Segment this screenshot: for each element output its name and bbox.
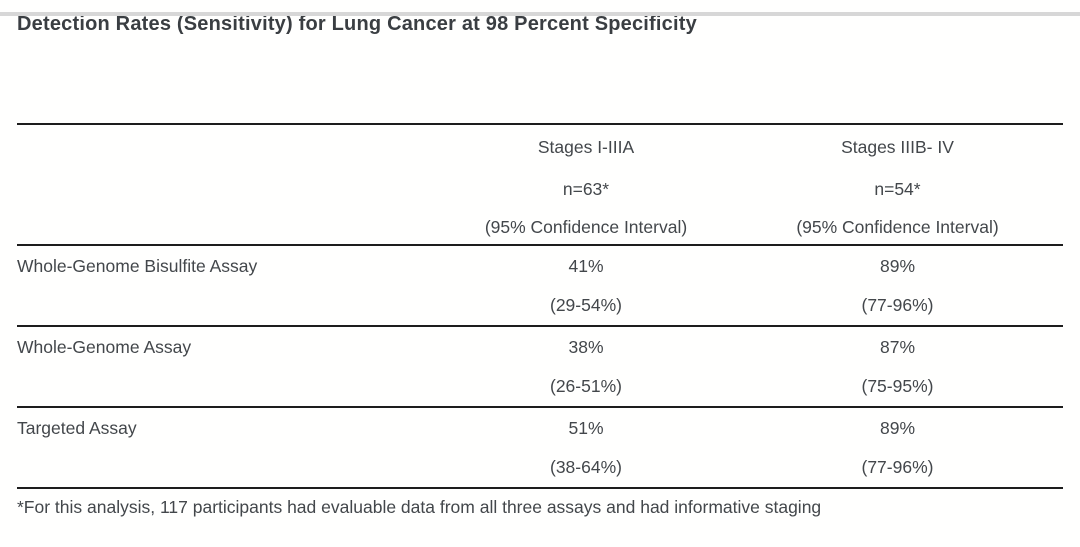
confidence-interval: (77-96%) [861, 295, 934, 315]
header-stages-IIIB-IV: Stages IIIB- IV n=54* (95% Confidence In… [732, 124, 1063, 245]
header-sample-size: n=54* [874, 179, 921, 199]
header-ci-label: (95% Confidence Interval) [484, 217, 688, 237]
sensitivity-value: 41% [568, 256, 604, 276]
assay-name: Targeted Assay [17, 418, 137, 438]
sensitivity-value: 89% [879, 418, 916, 438]
header-sample-size: n=63* [562, 179, 610, 199]
header-ci-label: (95% Confidence Interval) [796, 217, 999, 237]
confidence-interval: (75-95%) [861, 376, 934, 396]
confidence-interval: (38-64%) [550, 457, 622, 477]
header-stages-I-IIIA: Stages I-IIIA n=63* (95% Confidence Inte… [440, 124, 732, 245]
row-label-cell: Targeted Assay [17, 407, 440, 488]
page-title: Detection Rates (Sensitivity) for Lung C… [17, 13, 697, 35]
value-cell-stages-IIIB-IV: 89% (77-96%) [732, 407, 1063, 488]
value-cell-stages-IIIB-IV: 89% (77-96%) [732, 245, 1063, 326]
value-cell-stages-IIIB-IV: 87% (75-95%) [732, 326, 1063, 407]
top-edge-divider [0, 12, 1080, 16]
assay-name: Whole-Genome Bisulfite Assay [17, 256, 258, 276]
table-row-targeted: Targeted Assay 51% (38-64%) 89% (77-96%) [17, 407, 1063, 488]
sensitivity-value: 51% [568, 418, 604, 438]
value-cell-stages-I-IIIA: 38% (26-51%) [440, 326, 732, 407]
assay-name: Whole-Genome Assay [17, 337, 192, 357]
confidence-interval: (77-96%) [861, 457, 934, 477]
header-stage-label: Stages IIIB- IV [841, 137, 954, 157]
row-label-cell: Whole-Genome Assay [17, 326, 440, 407]
detection-rates-table: Stages I-IIIA n=63* (95% Confidence Inte… [17, 123, 1063, 489]
header-stage-label: Stages I-IIIA [537, 137, 635, 157]
figure-container: Detection Rates (Sensitivity) for Lung C… [0, 12, 1080, 547]
sensitivity-value: 38% [568, 337, 604, 357]
footnote: *For this analysis, 117 participants had… [17, 497, 822, 517]
table-row-whole-genome-bisulfite: Whole-Genome Bisulfite Assay 41% (29-54%… [17, 245, 1063, 326]
header-empty-cell [17, 124, 440, 245]
confidence-interval: (29-54%) [550, 295, 622, 315]
row-label-cell: Whole-Genome Bisulfite Assay [17, 245, 440, 326]
confidence-interval: (26-51%) [550, 376, 622, 396]
value-cell-stages-I-IIIA: 51% (38-64%) [440, 407, 732, 488]
table-row-whole-genome: Whole-Genome Assay 38% (26-51%) 87% (75-… [17, 326, 1063, 407]
value-cell-stages-I-IIIA: 41% (29-54%) [440, 245, 732, 326]
table-header-row: Stages I-IIIA n=63* (95% Confidence Inte… [17, 124, 1063, 245]
sensitivity-value: 89% [879, 256, 916, 276]
sensitivity-value: 87% [879, 337, 916, 357]
